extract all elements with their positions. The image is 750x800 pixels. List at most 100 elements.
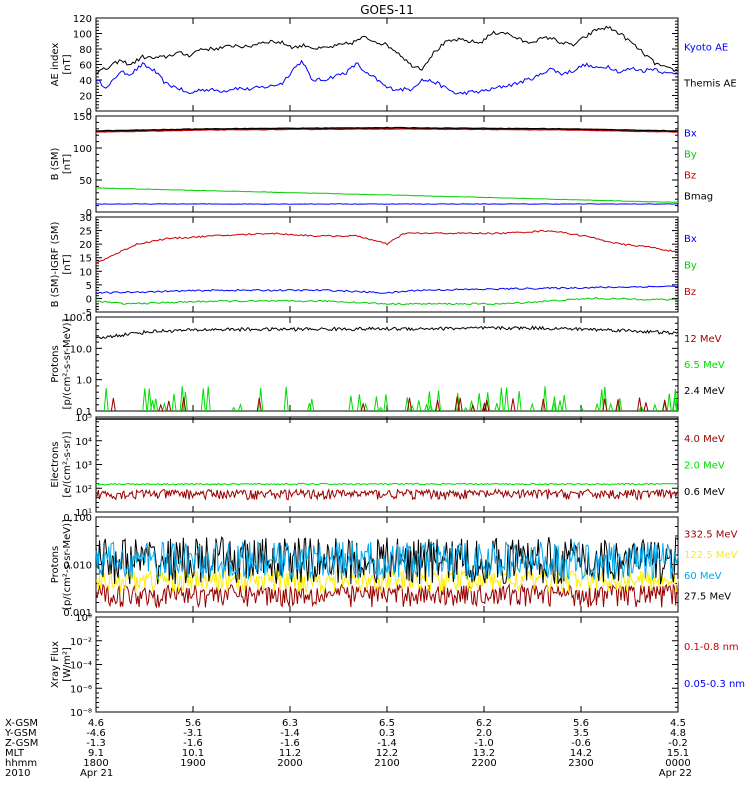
series-spike-6.5-mev <box>205 386 211 412</box>
footer-cell-hhmm: 2300 <box>568 758 593 769</box>
series-spike-12-mev <box>470 403 476 412</box>
legend-entry: 0.05-0.3 nm <box>684 679 745 690</box>
y-tick-label: 120 <box>73 14 92 25</box>
series-spike-6.5-mev <box>498 387 504 412</box>
series-spike-6.5-mev <box>652 403 658 412</box>
footer-row-label: Y-GSM <box>4 728 37 739</box>
series-spike-6.5-mev <box>383 394 389 412</box>
series-spike-6.5-mev <box>103 388 109 412</box>
footer-cell-x: 6.5 <box>379 718 395 729</box>
y-axis-unit: [e/(cm²-s-sr)] <box>62 431 73 497</box>
footer-cell-x: 6.3 <box>282 718 298 729</box>
y-tick-label: 1.0 <box>76 376 92 387</box>
series-line-by <box>95 297 679 306</box>
legend-entry: 2.4 MeV <box>684 386 725 397</box>
series-spike-6.5-mev <box>142 388 148 412</box>
series-spike-12-mev <box>457 397 463 412</box>
y-tick-label: 10⁻² <box>70 637 92 648</box>
series-spike-12-mev <box>256 397 262 412</box>
footer-cell-x: 5.6 <box>185 718 201 729</box>
legend-entry: By <box>684 150 697 161</box>
legend-entry: Kyoto AE <box>684 43 728 54</box>
y-axis-unit: [nT] <box>62 54 73 74</box>
y-tick-label: 40 <box>79 76 92 87</box>
series-spike-6.5-mev <box>153 398 159 412</box>
series-spike-6.5-mev <box>171 393 177 412</box>
y-tick-label: 150 <box>73 112 92 123</box>
footer-cell-y: 3.5 <box>573 728 589 739</box>
series-spike-6.5-mev <box>146 388 152 412</box>
footer-cell-y: -4.6 <box>86 728 106 739</box>
series-spike-6.5-mev <box>594 402 600 412</box>
y-tick-label: -5 <box>82 308 92 319</box>
panel-xray: 10⁻⁸ 10⁻⁶ 10⁻⁴ 10⁻² 10⁰ Xray Flux [W/m²] 0.1-0.… <box>50 613 745 719</box>
series-group-protons <box>95 325 679 412</box>
series-line-4.0-mev <box>95 487 679 501</box>
y-tick-label: 0 <box>86 107 92 118</box>
footer-cell-z: -0.2 <box>668 738 688 749</box>
legend-entry: 4.0 MeV <box>684 434 725 445</box>
y-tick-label: 10³ <box>75 461 92 472</box>
y-tick-label: 20 <box>79 92 92 103</box>
legend-entry: By <box>684 261 697 272</box>
y-tick-label: 100 <box>73 30 92 41</box>
series-line-themis-ae <box>95 25 679 75</box>
legend-entry: Bz <box>684 170 696 181</box>
series-spike-6.5-mev <box>557 400 563 412</box>
y-tick-label: 10² <box>75 484 92 495</box>
series-spike-6.5-mev <box>231 406 237 412</box>
series-spike-6.5-mev <box>373 396 379 412</box>
series-spike-6.5-mev <box>608 402 614 412</box>
y-tick-label: 5 <box>86 281 92 292</box>
footer-cell-z: -1.0 <box>474 738 494 749</box>
series-line-bmag <box>95 126 679 132</box>
panel-frame <box>95 17 679 112</box>
y-axis-label: B (SM) <box>50 147 61 180</box>
series-spike-6.5-mev <box>463 406 469 412</box>
footer-cell-mlt: 11.2 <box>279 748 301 759</box>
footer-row-label: hhmm <box>5 758 37 769</box>
legend-entry: 2.0 MeV <box>684 461 725 472</box>
y-tick-label: 10⁻⁶ <box>70 684 92 695</box>
panel-bdiff: -5 0 5 10 15 20 25 30 B (SM)-IGRF (SM) [nT] Bx By Bz <box>50 213 697 319</box>
footer-cell-y: 0.3 <box>379 728 395 739</box>
y-axis-label: Electrons <box>50 441 61 487</box>
y-tick-label: 10⁻⁴ <box>70 661 92 672</box>
series-spike-12-mev <box>662 399 668 412</box>
series-spike-6.5-mev <box>237 403 243 412</box>
series-spike-6.5-mev <box>672 397 678 412</box>
y-tick-label: 10⁰ <box>75 613 92 624</box>
y-tick-label: 0 <box>86 294 92 305</box>
y-tick-label: 100.0 <box>63 313 92 324</box>
legend-entry: 332.5 MeV <box>684 530 738 541</box>
y-axis-unit: [nT] <box>62 254 73 274</box>
series-spike-6.5-mev <box>469 400 475 412</box>
series-spike-6.5-mev <box>579 406 585 412</box>
series-spike-6.5-mev <box>476 393 482 412</box>
panel-protons: 0.1 1.0 10.0 100.0 Protons [p/(cm²-s-sr-MeV)]… <box>50 313 725 418</box>
y-tick-label: 0.1 <box>76 407 92 418</box>
footer-row-label: Z-GSM <box>5 738 38 749</box>
y-axis-unit: [p/(cm²-s-sr-MeV)] <box>62 519 73 610</box>
series-spike-6.5-mev <box>504 387 510 412</box>
footer-cell-x: 4.6 <box>88 718 104 729</box>
legend-entry: Bmag <box>684 191 713 202</box>
series-spike-12-mev <box>435 399 441 412</box>
series-spike-6.5-mev <box>283 386 289 412</box>
series-spike-6.5-mev <box>666 393 672 412</box>
y-tick-label: 10⁵ <box>75 413 92 424</box>
panel-frame <box>95 616 679 713</box>
series-spike-12-mev <box>360 402 366 412</box>
series-spike-6.5-mev <box>426 391 432 412</box>
footer-cell-z: -1.6 <box>183 738 203 749</box>
footer-cell-y: -1.4 <box>280 728 300 739</box>
y-tick-label: 10 <box>79 267 92 278</box>
panel-hiprotons: 0.001 0.010 0.100 Protons [p/(cm²-s-sr-MeV)]… <box>50 513 738 619</box>
series-group-ae <box>95 25 679 96</box>
y-axis-label: Xray Flux <box>50 641 61 688</box>
y-tick-label: 0.100 <box>63 513 92 524</box>
footer-cell-z: -1.3 <box>86 738 106 749</box>
series-line-60-mev <box>95 541 679 581</box>
series-spike-6.5-mev <box>179 386 185 412</box>
